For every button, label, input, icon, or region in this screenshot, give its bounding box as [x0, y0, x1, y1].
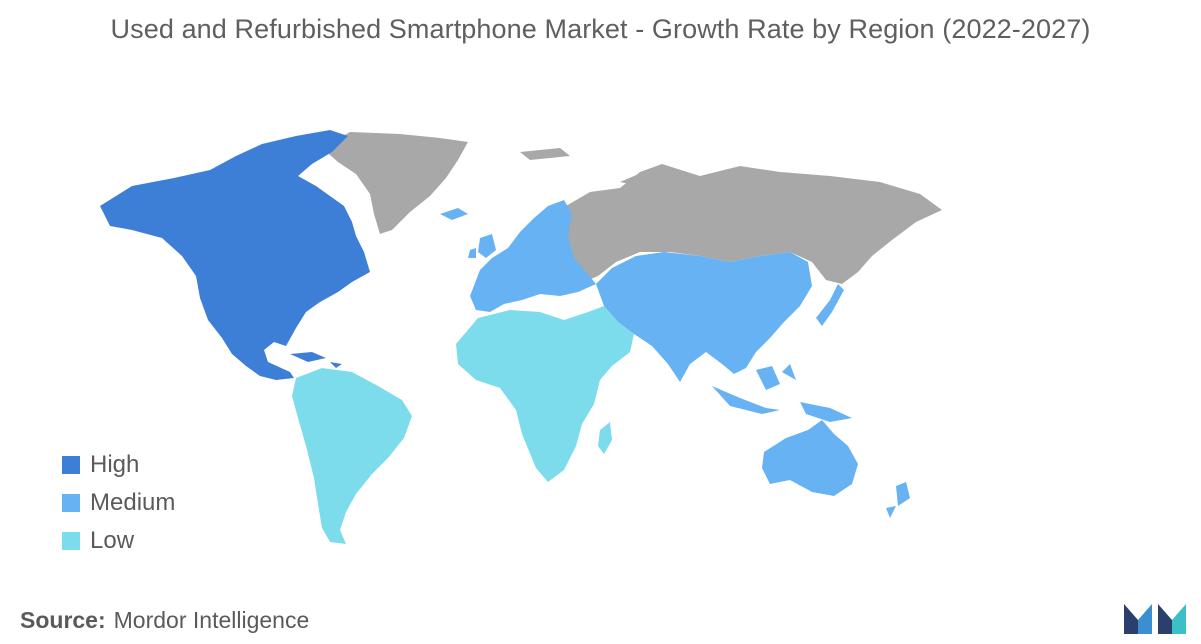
region-new-zealand	[886, 482, 910, 518]
legend-label-medium: Medium	[90, 489, 176, 516]
region-arctic-islands	[520, 148, 664, 186]
region-southeast-asia	[712, 364, 852, 422]
source-attribution: Source: Mordor Intelligence	[20, 607, 309, 634]
region-europe[interactable]	[470, 200, 596, 312]
legend-label-low: Low	[90, 527, 135, 554]
source-label: Source:	[20, 607, 106, 633]
chart-title: Used and Refurbished Smartphone Market -…	[110, 14, 1091, 44]
legend-item-high: High	[62, 446, 175, 484]
legend-item-medium: Medium	[62, 484, 175, 522]
region-madagascar	[598, 422, 612, 454]
legend-swatch-low	[62, 532, 80, 550]
legend-swatch-medium	[62, 494, 80, 512]
region-australia[interactable]	[762, 420, 858, 496]
region-asia[interactable]	[596, 252, 812, 382]
mordor-intelligence-logo-icon	[1124, 604, 1186, 634]
region-greenland	[322, 132, 468, 234]
region-uk	[468, 234, 496, 258]
region-south-america[interactable]	[292, 368, 412, 544]
region-iceland	[440, 208, 468, 220]
legend-label-high: High	[90, 451, 140, 478]
region-japan	[816, 284, 844, 326]
region-north-america[interactable]	[100, 130, 370, 380]
legend: High Medium Low	[62, 446, 175, 560]
source-value: Mordor Intelligence	[113, 607, 310, 633]
region-middle-east-africa[interactable]	[456, 306, 634, 482]
region-caribbean	[290, 352, 342, 368]
legend-item-low: Low	[62, 522, 175, 560]
region-russia	[560, 164, 942, 284]
legend-swatch-high	[62, 456, 80, 474]
